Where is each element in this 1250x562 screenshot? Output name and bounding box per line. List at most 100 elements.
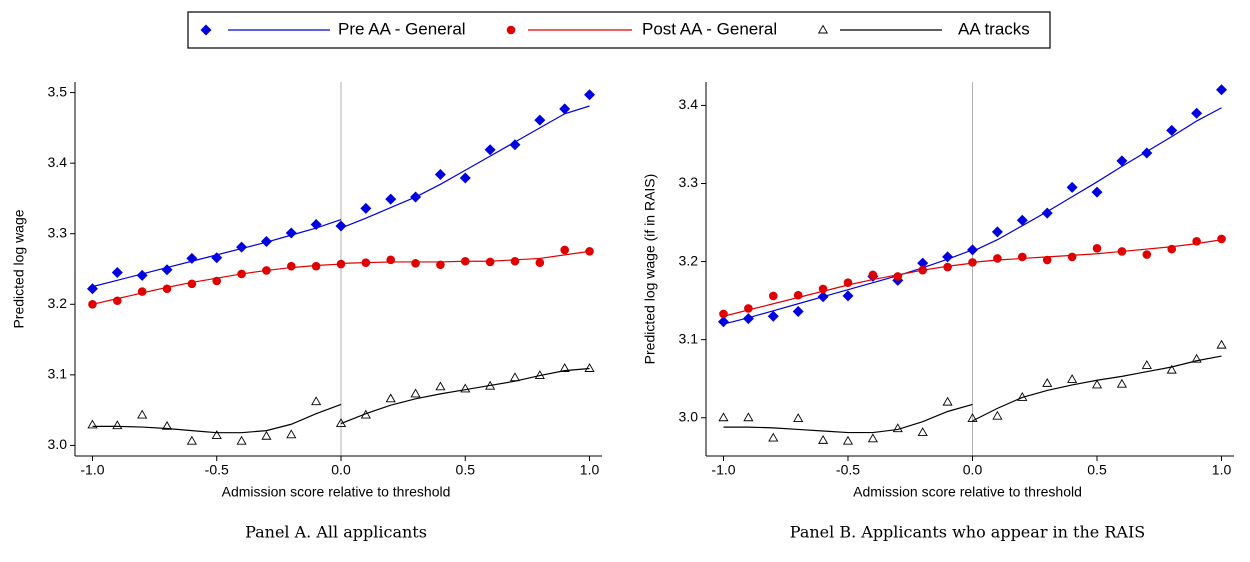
y-axis-title: Predicted log wage [11,209,27,328]
data-point [386,255,396,265]
data-point [818,284,828,294]
data-point [1191,353,1202,363]
data-point [484,144,496,156]
y-tick-label: 3.1 [48,366,68,382]
data-point [237,269,246,279]
data-point [968,258,977,267]
data-point [585,247,594,256]
data-point [187,279,197,289]
data-point [1166,124,1178,136]
data-point [262,266,271,275]
data-point [485,380,496,390]
data-point [584,363,595,372]
y-tick-label: 3.3 [679,174,699,190]
data-point [1091,379,1103,389]
data-point [893,272,903,281]
data-point [917,257,929,269]
data-point [137,409,148,419]
y-tick-label: 3.1 [679,330,699,346]
data-point [161,264,173,276]
x-tick-label: -0.5 [836,462,860,478]
data-point [136,269,148,281]
data-point [717,316,729,328]
data-point [793,413,804,422]
data-point [385,193,397,205]
data-point [485,257,495,267]
data-point [1117,247,1127,256]
data-point [1091,186,1103,198]
x-tick-label: 0.5 [1087,462,1107,478]
data-point [767,310,779,322]
data-point [535,258,545,267]
legend-label: Pre AA - General [338,19,466,38]
x-tick-label: -1.0 [80,462,104,478]
data-point [559,363,570,372]
data-point [718,412,729,422]
panel-caption: Panel B. Applicants who appear in the RA… [790,523,1145,542]
data-point [509,372,521,382]
legend-marker [506,25,516,35]
data-point [411,259,420,268]
data-point [509,139,521,151]
data-point [967,244,978,256]
data-point [1166,364,1177,374]
data-point [335,418,347,427]
y-tick-label: 3.0 [48,436,68,452]
data-point [1191,107,1203,119]
y-tick-label: 3.4 [48,154,68,170]
data-point [111,267,123,279]
data-point [868,270,878,280]
data-point [918,265,927,275]
data-point [842,290,854,302]
data-point [460,383,471,393]
x-tick-label: -1.0 [711,462,735,478]
data-point [434,168,446,180]
legend-marker [200,24,212,36]
data-point [743,412,754,422]
data-point [286,261,296,271]
data-point [1167,244,1177,254]
data-point [88,299,97,309]
data-point [967,413,978,422]
data-point [917,427,928,437]
data-point [162,284,172,294]
data-point [410,191,422,203]
data-point [843,278,853,287]
data-point [1042,255,1052,265]
data-point [560,245,569,255]
data-point [1116,155,1128,167]
y-axis-title: Predicted log wage (if in RAIS) [642,174,658,365]
y-tick-label: 3.3 [48,224,68,240]
data-point [1216,339,1227,349]
panel-caption: Panel A. All applicants [245,523,427,542]
data-point [892,423,903,433]
data-point [311,396,322,406]
fit-line [723,107,1222,325]
data-point [793,290,803,300]
data-point [436,260,445,270]
data-point [1092,244,1102,253]
data-point [842,435,854,445]
data-point [867,433,878,443]
y-tick-label: 3.2 [679,252,699,268]
x-tick-label: 1.0 [1212,462,1232,478]
y-tick-label: 3.0 [679,408,699,424]
data-point [1142,250,1152,259]
data-point [744,304,753,313]
data-point [112,420,123,430]
data-point [212,276,222,286]
x-tick-label: -0.5 [205,462,229,478]
data-point [460,256,470,266]
data-point [1141,147,1153,159]
data-point [186,252,198,264]
data-point [86,283,98,295]
x-axis-title: Admission score relative to threshold [853,484,1082,500]
fit-line [92,367,590,434]
data-point [817,291,829,303]
data-point [1067,252,1077,262]
data-point [87,419,98,429]
legend-marker [817,24,829,34]
data-point [818,434,829,444]
data-point [286,429,297,439]
